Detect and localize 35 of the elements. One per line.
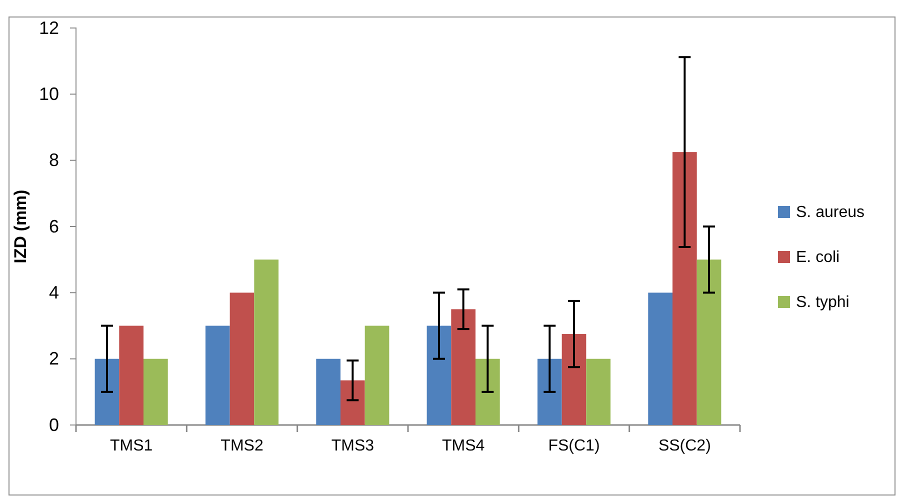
bar (586, 358, 611, 425)
bar (94, 358, 120, 425)
bar (537, 358, 562, 425)
bar (364, 326, 390, 425)
bar (476, 358, 500, 425)
bar (205, 326, 230, 425)
x-tick-label: SS(C2) (658, 437, 711, 454)
y-tick-label: 0 (48, 414, 59, 435)
x-tick-label: TMS1 (110, 437, 153, 454)
bar (696, 260, 722, 425)
bar (340, 380, 365, 425)
x-tick-label: TMS3 (331, 437, 374, 454)
x-tick-label: FS(C1) (548, 437, 600, 454)
x-tick-label: TMS4 (442, 437, 485, 454)
bar (648, 292, 672, 425)
bar (254, 260, 279, 425)
y-axis-title: IZD (mm) (11, 190, 30, 264)
legend-label: S. aureus (796, 204, 864, 221)
x-tick-label: TMS2 (220, 437, 264, 454)
bar (672, 152, 697, 425)
bar (316, 358, 340, 425)
y-tick-label: 4 (48, 282, 59, 302)
bar (230, 292, 254, 425)
bar (119, 326, 144, 425)
y-tick-label: 6 (48, 216, 59, 236)
bar (451, 309, 476, 425)
bar (144, 358, 168, 425)
bar (562, 334, 586, 425)
legend-label: S. typhi (796, 294, 850, 311)
y-tick-label: 12 (38, 18, 59, 38)
legend-label: E. coli (796, 249, 840, 266)
y-tick-label: 10 (38, 84, 59, 104)
y-tick-label: 8 (48, 150, 59, 170)
bar (426, 326, 452, 425)
y-tick-label: 2 (48, 348, 59, 369)
